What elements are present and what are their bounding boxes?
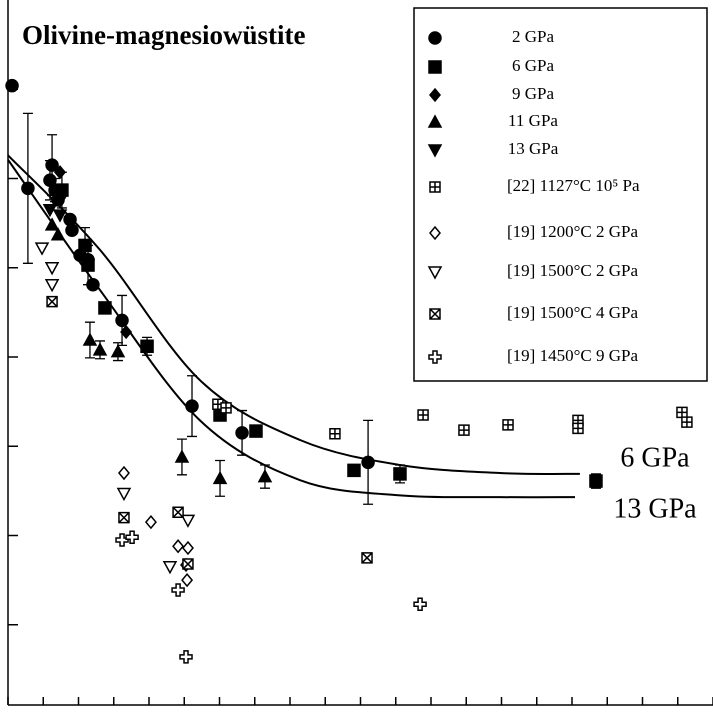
legend-marker <box>427 144 443 158</box>
data-point <box>257 469 273 483</box>
legend-label: [19] 1200°C 2 GPa <box>507 222 638 241</box>
data-point <box>171 583 185 597</box>
data-point <box>589 474 603 488</box>
data-point <box>82 332 98 346</box>
data-point <box>44 217 60 231</box>
data-point <box>235 426 249 440</box>
data-point <box>172 539 185 554</box>
data-point <box>681 416 693 428</box>
data-point <box>329 428 341 440</box>
legend-label: [19] 1500°C 4 GPa <box>507 303 638 322</box>
data-point <box>98 301 112 315</box>
data-point <box>393 467 407 481</box>
data-point <box>50 227 66 241</box>
data-point <box>117 465 130 481</box>
data-point <box>182 558 194 570</box>
data-point <box>144 514 157 530</box>
data-point <box>172 506 184 519</box>
chart-title: Olivine-magnesiowüstite <box>22 20 306 50</box>
data-point <box>5 78 19 93</box>
data-point <box>174 449 190 463</box>
legend-marker <box>428 31 442 45</box>
data-point <box>115 533 129 547</box>
data-point <box>118 511 130 524</box>
data-point <box>81 258 95 272</box>
data-point <box>110 344 126 358</box>
data-point <box>220 402 232 414</box>
data-point <box>361 552 373 564</box>
data-point <box>181 572 194 588</box>
curve-label: 6 GPa <box>620 442 690 473</box>
data-point <box>180 514 196 528</box>
legend-marker <box>429 308 441 320</box>
legend-marker <box>429 87 441 103</box>
data-point <box>181 540 194 556</box>
data-point <box>115 313 129 328</box>
data-point <box>212 470 228 485</box>
data-point <box>676 406 688 419</box>
data-point <box>34 242 50 256</box>
data-point <box>52 209 68 223</box>
data-point <box>413 597 427 611</box>
data-point <box>45 158 59 172</box>
data-point <box>92 342 108 356</box>
data-point <box>458 424 470 436</box>
legend-box <box>413 7 708 382</box>
data-point <box>44 262 60 276</box>
legend-marker <box>428 60 442 74</box>
data-point <box>21 181 35 196</box>
data-point <box>65 223 79 238</box>
fit-curve <box>7 154 580 475</box>
data-point <box>42 203 58 218</box>
legend-marker <box>427 114 443 128</box>
legend-label: [22] 1127°C 10⁵ Pa <box>507 176 640 195</box>
data-point <box>185 399 199 413</box>
data-point <box>54 165 66 180</box>
data-point <box>361 455 375 470</box>
data-point <box>120 324 133 340</box>
data-point <box>572 422 584 435</box>
data-point <box>179 650 193 664</box>
legend-label: 9 GPa <box>512 84 554 103</box>
data-point <box>249 424 263 438</box>
legend-label: 11 GPa <box>508 111 558 130</box>
data-point <box>347 463 361 478</box>
legend-label: 13 GPa <box>508 139 559 158</box>
legend-label: 2 GPa <box>512 27 554 46</box>
legend-label: [19] 1500°C 2 GPa <box>507 261 638 280</box>
data-point <box>502 419 514 431</box>
legend-marker <box>429 181 441 193</box>
data-point <box>140 339 154 354</box>
legend-label: 6 GPa <box>512 56 554 75</box>
legend-marker <box>428 350 442 364</box>
data-point <box>63 212 77 227</box>
legend-marker <box>427 266 443 280</box>
data-point <box>44 278 60 293</box>
data-point <box>162 560 178 575</box>
curve-label: 13 GPa <box>613 494 697 525</box>
legend-label: [19] 1450°C 9 GPa <box>507 346 638 365</box>
data-point <box>55 183 69 197</box>
data-point <box>417 409 429 421</box>
legend-marker <box>429 225 441 241</box>
data-point <box>116 487 132 502</box>
data-point <box>125 530 139 545</box>
data-point <box>46 295 58 308</box>
